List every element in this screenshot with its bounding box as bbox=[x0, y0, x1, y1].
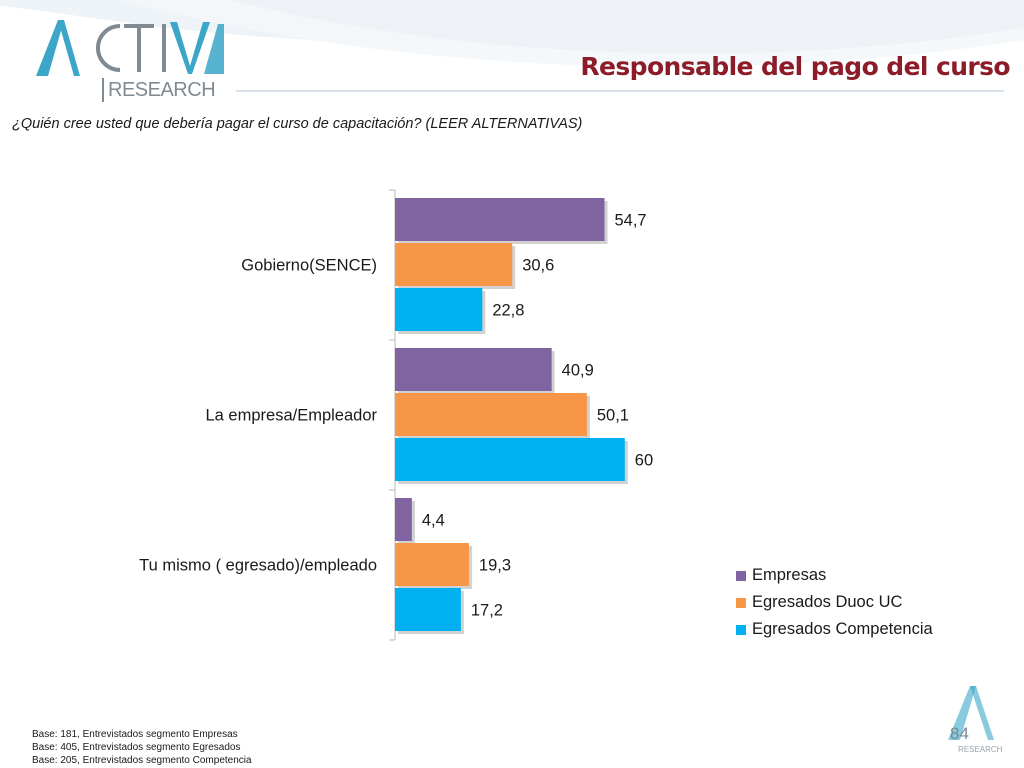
bar bbox=[395, 393, 587, 436]
footnote-line: Base: 205, Entrevistados segmento Compet… bbox=[32, 755, 252, 766]
corner-logo: RESEARCH bbox=[948, 686, 1003, 754]
chart-legend: Empresas Egresados Duoc UC Egresados Compe… bbox=[736, 562, 933, 643]
legend-item: Egresados Duoc UC bbox=[736, 589, 933, 616]
logo-mark: RESEARCH bbox=[36, 20, 224, 102]
legend-label: Egresados Competencia bbox=[752, 620, 933, 638]
category-label: Tu mismo ( egresado)/empleado bbox=[139, 557, 377, 575]
category-label: Gobierno(SENCE) bbox=[241, 257, 377, 275]
data-label: 4,4 bbox=[422, 512, 445, 530]
data-label: 54,7 bbox=[615, 212, 647, 230]
bar bbox=[395, 498, 412, 541]
bar bbox=[395, 543, 469, 586]
data-label: 50,1 bbox=[597, 407, 629, 425]
bar bbox=[395, 288, 483, 331]
footnote-line: Base: 181, Entrevistados segmento Empres… bbox=[32, 729, 238, 740]
data-label: 22,8 bbox=[492, 302, 524, 320]
bar bbox=[395, 588, 461, 631]
page-number: 84 bbox=[950, 724, 969, 743]
slide-title: Responsable del pago del curso bbox=[580, 52, 1010, 81]
bar-chart: Gobierno(SENCE) 54,7 30,6 22,8 La empresa/Em… bbox=[139, 189, 653, 641]
legend-swatch bbox=[736, 570, 746, 581]
bar bbox=[395, 198, 605, 241]
category-label: La empresa/Empleador bbox=[205, 407, 377, 425]
legend-label: Empresas bbox=[752, 566, 827, 584]
header-background-swoosh bbox=[0, 0, 1024, 67]
data-label: 60 bbox=[635, 452, 653, 470]
logo-subtitle: RESEARCH bbox=[108, 79, 215, 101]
legend-item: Egresados Competencia bbox=[736, 616, 933, 643]
legend-swatch bbox=[736, 624, 746, 635]
data-label: 19,3 bbox=[479, 557, 511, 575]
bar bbox=[395, 438, 625, 481]
activa-research-logo: RESEARCH bbox=[28, 14, 228, 114]
corner-logo-subtitle: RESEARCH bbox=[958, 745, 1003, 754]
footnotes: Base: 181, Entrevistados segmento Empres… bbox=[32, 728, 252, 767]
title-divider bbox=[236, 90, 1004, 92]
legend-item: Empresas bbox=[736, 562, 933, 589]
bar bbox=[395, 243, 513, 286]
bar bbox=[395, 348, 552, 391]
legend-swatch bbox=[736, 597, 746, 608]
data-label: 30,6 bbox=[522, 257, 554, 275]
data-label: 17,2 bbox=[471, 602, 503, 620]
footnote-line: Base: 405, Entrevistados segmento Egresa… bbox=[32, 742, 241, 753]
survey-question: ¿Quién cree usted que debería pagar el c… bbox=[12, 116, 583, 132]
data-label: 40,9 bbox=[562, 362, 594, 380]
chart-plot-area: Gobierno(SENCE) 54,7 30,6 22,8 La empresa/Em… bbox=[139, 189, 653, 641]
legend-label: Egresados Duoc UC bbox=[752, 593, 903, 611]
